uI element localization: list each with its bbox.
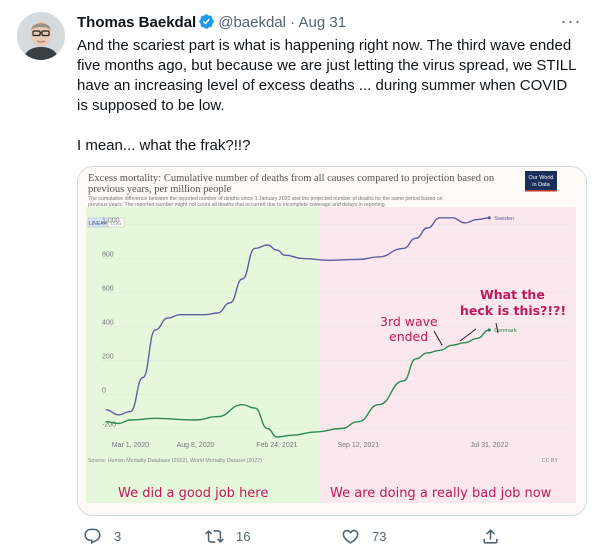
- series-line-sweden: [105, 217, 490, 416]
- y-tick-label-4: 600: [102, 286, 114, 293]
- tweet-paragraph-2: I mean... what the frak?!!?: [77, 137, 251, 154]
- annotation-pointer-heck-right: [495, 322, 499, 334]
- x-tick-label-4: Jul 31, 2022: [470, 442, 508, 449]
- series-end-dot-denmark: [487, 328, 491, 332]
- chart-grid: [102, 224, 570, 429]
- reply-count: 3: [114, 528, 122, 544]
- chart-title-line1: Excess mortality: Cumulative number of d…: [88, 173, 495, 184]
- series-line-denmark: [105, 329, 490, 438]
- tweet-date[interactable]: Aug 31: [298, 14, 347, 31]
- like-button[interactable]: 73: [341, 521, 386, 551]
- verified-badge-icon: [198, 13, 215, 34]
- y-axis-ticks: -200 0 200 400 600 800 1,000: [102, 218, 120, 429]
- y-tick-label-0: -200: [102, 422, 116, 429]
- share-icon: [483, 528, 498, 544]
- more-options-icon[interactable]: ···: [560, 11, 582, 31]
- excess-mortality-chart: Excess mortality: Cumulative number of d…: [78, 167, 586, 515]
- tweet-paragraph-1: And the scariest part is what is happeni…: [77, 37, 576, 114]
- reply-button[interactable]: 3: [83, 521, 121, 551]
- share-button[interactable]: [481, 521, 500, 551]
- tweet-actions: 3 16 73: [77, 521, 582, 551]
- green-zone: [86, 207, 320, 503]
- y-tick-label-1: 0: [102, 388, 106, 395]
- annotation-heck-line1: What the: [480, 287, 545, 302]
- log-toggle: [107, 217, 125, 228]
- chart-subtitle-line2: previous years. The reported number migh…: [88, 202, 386, 208]
- chart-subtitle-line1: The cumulative difference between the re…: [88, 196, 443, 202]
- tweet-header: Thomas Baekdal @baekdal · Aug 31 ···: [77, 11, 582, 34]
- x-tick-label-1: Aug 8, 2020: [177, 442, 215, 449]
- owid-logo: [525, 171, 557, 191]
- x-tick-label-0: Mar 1, 2020: [112, 442, 149, 449]
- y-tick-label-5: 800: [102, 252, 114, 259]
- y-tick-label-3: 400: [102, 320, 114, 327]
- owid-logo-line1: Our World: [529, 175, 554, 181]
- annotation-third-wave-line1: 3rd wave: [380, 314, 438, 329]
- annotation-heck-line2: heck is this?!?!: [460, 303, 566, 318]
- chart-source: Source: Human Mortality Database (2022),…: [88, 458, 262, 464]
- tweet-text: And the scariest part is what is happeni…: [77, 36, 582, 156]
- x-tick-label-2: Feb 24, 2021: [256, 442, 297, 449]
- separator-dot: ·: [290, 14, 296, 31]
- tweet-media-image[interactable]: Excess mortality: Cumulative number of d…: [77, 166, 587, 516]
- annotation-pointer-heck-left: [459, 328, 477, 342]
- annotation-third-wave-line2: ended: [389, 329, 428, 344]
- annotation-pointer-wave: [433, 330, 443, 346]
- x-tick-label-3: Sep 12, 2021: [337, 442, 379, 449]
- pink-zone: [320, 207, 576, 503]
- avatar-portrait-icon: [17, 12, 65, 60]
- y-tick-label-2: 200: [102, 354, 114, 361]
- like-count: 73: [372, 528, 387, 544]
- chart-license: CC BY: [542, 458, 559, 464]
- retweet-count: 16: [236, 528, 251, 544]
- series-label-denmark: Denmark: [494, 328, 517, 334]
- series-label-sweden: Sweden: [494, 216, 514, 222]
- heart-icon: [342, 529, 359, 544]
- retweet-button[interactable]: 16: [205, 521, 250, 551]
- reply-icon: [84, 528, 101, 544]
- log-toggle-label: LOG: [111, 221, 122, 227]
- y-tick-label-6: 1,000: [102, 218, 120, 225]
- linear-toggle-label: LINEAR: [89, 221, 107, 227]
- annotation-good-job: We did a good job here: [118, 486, 268, 501]
- author-name[interactable]: Thomas Baekdal: [77, 14, 197, 31]
- avatar[interactable]: [17, 12, 65, 60]
- author-handle[interactable]: @baekdal: [218, 14, 286, 31]
- retweet-icon: [205, 529, 224, 543]
- x-axis-ticks: Mar 1, 2020 Aug 8, 2020 Feb 24, 2021 Sep 12…: [112, 442, 509, 449]
- chart-title-line2: previous years, per million people: [88, 184, 232, 195]
- series-end-dot-sweden: [487, 216, 491, 220]
- annotation-bad-job: We are doing a really bad job now: [330, 486, 552, 501]
- owid-logo-line2: in Data: [532, 182, 550, 188]
